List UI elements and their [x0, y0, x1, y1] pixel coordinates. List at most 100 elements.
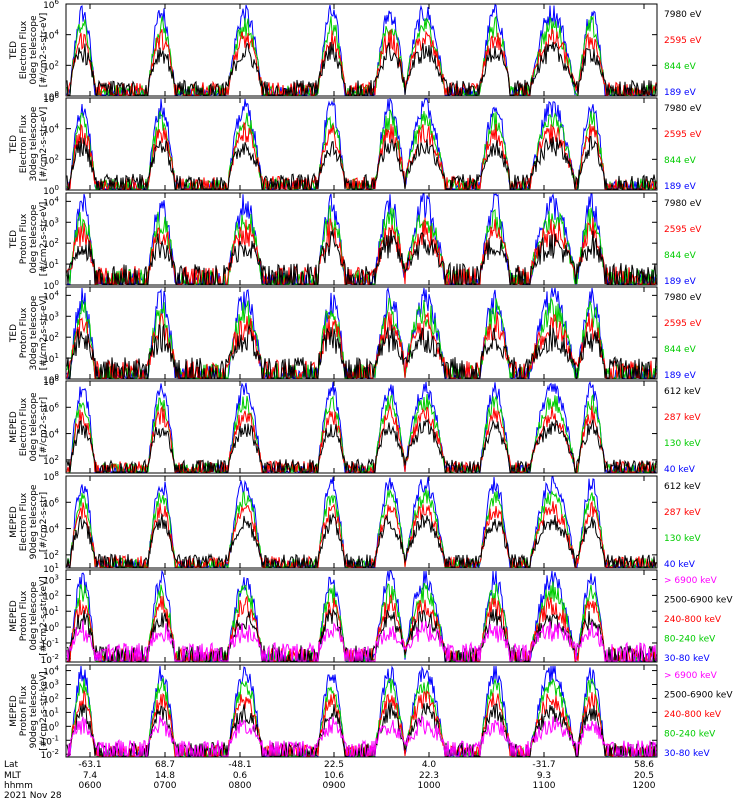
- series-line: [66, 323, 657, 379]
- x-tick-label: 22.5: [324, 760, 344, 770]
- x-row-label: hhmm: [4, 781, 33, 791]
- series-line: [66, 702, 657, 757]
- y-tick-label: 100: [43, 279, 59, 292]
- y-tick-label: 104: [43, 428, 59, 441]
- legend-entry: > 6900 keV: [664, 576, 718, 586]
- series-line: [67, 665, 657, 757]
- x-row-label: Lat: [4, 760, 19, 770]
- y-tick-label: 104: [43, 523, 59, 536]
- y-tick-label: 102: [43, 692, 59, 705]
- legend-entry: 7980 eV: [664, 104, 702, 114]
- y-tick-label: 102: [43, 237, 59, 250]
- series-line: [67, 121, 657, 190]
- y-tick-label: 103: [43, 216, 59, 229]
- panel-traces: [66, 287, 657, 379]
- date-label: 2021 Nov 28: [4, 791, 62, 800]
- y-tick-label: 102: [43, 153, 59, 166]
- chart-panels: 106 104 102 100 TEDElectron Flux0deg telesco…: [9, 0, 733, 761]
- y-tick-label: 103: [43, 310, 59, 323]
- legend-entry: 30-80 keV: [664, 749, 710, 759]
- y-axis-label: TEDProton Flux30deg telescope[#/cm2-s-st…: [9, 295, 49, 370]
- legend-entry: 189 eV: [664, 88, 697, 98]
- x-tick-label: 14.8: [155, 771, 175, 781]
- y-tick-label: 102: [43, 59, 59, 72]
- legend-entry: 189 eV: [664, 277, 697, 287]
- y-tick-label: 100: [43, 720, 59, 733]
- legend-entry: 130 keV: [664, 534, 701, 544]
- y-tick-label: 10-1: [41, 734, 59, 747]
- x-tick-label: 4.0: [422, 760, 437, 770]
- y-tick-label: 101: [43, 258, 59, 271]
- panel-frame: [65, 192, 658, 286]
- series-line: [67, 715, 657, 757]
- legend-entry: 844 eV: [664, 62, 697, 72]
- x-tick-label: 0600: [79, 781, 102, 791]
- y-tick-label: 108: [43, 375, 59, 388]
- series-line: [66, 620, 657, 662]
- x-tick-label: 20.5: [634, 771, 654, 781]
- panel-traces: [66, 98, 657, 190]
- panel-traces: [66, 4, 657, 96]
- legend-entry: 130 keV: [664, 439, 701, 449]
- legend-entry: 30-80 keV: [664, 654, 710, 664]
- legend-entry: > 6900 keV: [664, 671, 718, 681]
- x-tick-label: 7.4: [83, 771, 98, 781]
- x-tick-label: 1100: [533, 781, 556, 791]
- legend-entry: 844 eV: [664, 156, 697, 166]
- panel-frame: [65, 569, 658, 663]
- legend-entry: 612 keV: [664, 387, 701, 397]
- series-line: [66, 205, 657, 285]
- x-tick-label: 0800: [229, 781, 252, 791]
- legend-entry: 40 keV: [664, 465, 696, 475]
- panel-3: 104 103 102 101 100 TEDProton Flux0deg telesc…: [9, 192, 702, 292]
- panel-4: 104 103 102 101 100 TEDProton Flux30deg teles…: [9, 286, 702, 386]
- series-line: [66, 476, 656, 568]
- y-tick-label: 104: [43, 29, 59, 42]
- y-tick-label: 104: [43, 123, 59, 136]
- y-tick-label: 101: [43, 562, 59, 575]
- x-axis-labels: LatMLThhmm-63.17.4060068.714.80700-48.10…: [4, 760, 656, 800]
- y-tick-label: 106: [43, 92, 59, 105]
- y-axis-label: TEDElectron Flux30deg telescope[#/cm2-s-…: [9, 106, 49, 181]
- y-tick-label: 108: [43, 470, 59, 483]
- y-tick-label: 100: [43, 621, 59, 634]
- y-tick-label: 106: [43, 0, 59, 11]
- legend-entry: 2500-6900 keV: [664, 691, 733, 701]
- panel-traces: [66, 665, 657, 757]
- y-axis-label: MEPEDProton Flux90deg telescope[#/cm2-s-…: [9, 671, 49, 750]
- panel-frame: [65, 286, 658, 380]
- y-tick-label: 10-2: [41, 653, 59, 666]
- x-tick-label: 0.6: [233, 771, 248, 781]
- legend-entry: 40 keV: [664, 560, 696, 570]
- x-tick-label: 10.6: [324, 771, 344, 781]
- y-tick-label: 103: [43, 679, 59, 692]
- panel-frame: [65, 664, 658, 758]
- series-line: [66, 229, 657, 285]
- y-tick-label: 101: [43, 352, 59, 365]
- legend-entry: 7980 eV: [664, 10, 702, 20]
- legend-entry: 7980 eV: [664, 199, 702, 209]
- x-tick-label: 68.7: [155, 760, 175, 770]
- legend-entry: 2595 eV: [664, 36, 702, 46]
- legend-entry: 240-800 keV: [664, 710, 722, 720]
- y-axis-label: MEPEDProton Flux0deg telescope[#/cm2-s-s…: [9, 576, 49, 655]
- y-tick-label: 102: [43, 589, 59, 602]
- series-line: [66, 418, 657, 473]
- y-axis-label: MEPEDElectron Flux90deg telescope[#/cm2-…: [9, 484, 49, 559]
- legend-entry: 2595 eV: [664, 319, 702, 329]
- y-axis-label: TEDElectron Flux0deg telescope[#/cm2-s-s…: [9, 13, 49, 88]
- legend-entry: 7980 eV: [664, 293, 702, 303]
- y-tick-label: 103: [43, 574, 59, 587]
- series-line: [66, 512, 657, 568]
- y-tick-label: 10-2: [41, 748, 59, 761]
- series-line: [66, 41, 657, 96]
- x-tick-label: 0700: [154, 781, 177, 791]
- legend-entry: 612 keV: [664, 482, 701, 492]
- x-row-label: MLT: [4, 771, 22, 781]
- panel-frame: [65, 475, 658, 569]
- legend-entry: 844 eV: [664, 251, 697, 261]
